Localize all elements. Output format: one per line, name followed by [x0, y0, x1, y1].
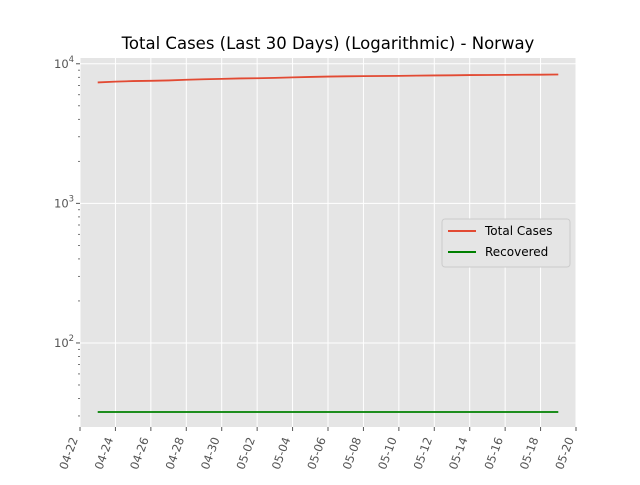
y-tick-label: 104 [54, 55, 74, 71]
x-tick-label: 05-02 [233, 435, 258, 471]
legend: Total Cases Recovered [441, 218, 571, 268]
x-tick-label: 05-08 [340, 435, 365, 471]
x-tick-label: 05-18 [517, 435, 542, 471]
legend-label-recovered: Recovered [485, 245, 548, 259]
x-tick-label: 05-16 [481, 435, 506, 471]
y-tick-label: 102 [54, 334, 74, 350]
x-tick-label: 04-30 [198, 435, 223, 471]
x-tick-label: 05-04 [269, 435, 294, 471]
series-lines [97, 73, 559, 413]
x-tick-label: 04-28 [163, 435, 188, 471]
x-tick-label: 05-12 [411, 435, 436, 471]
chart-title: Total Cases (Last 30 Days) (Logarithmic)… [121, 34, 535, 53]
x-tick-label: 04-24 [92, 435, 117, 471]
series-line-total-cases [97, 73, 559, 84]
x-tick-label: 04-22 [56, 435, 81, 471]
y-tick-label: 103 [54, 194, 74, 210]
legend-label-total-cases: Total Cases [484, 224, 552, 238]
x-tick-label: 05-14 [446, 435, 471, 471]
x-tick-label: 04-26 [127, 435, 152, 471]
x-tick-label: 05-06 [304, 435, 329, 471]
x-tick-label: 05-20 [552, 435, 577, 471]
x-tick-label: 05-10 [375, 435, 400, 471]
